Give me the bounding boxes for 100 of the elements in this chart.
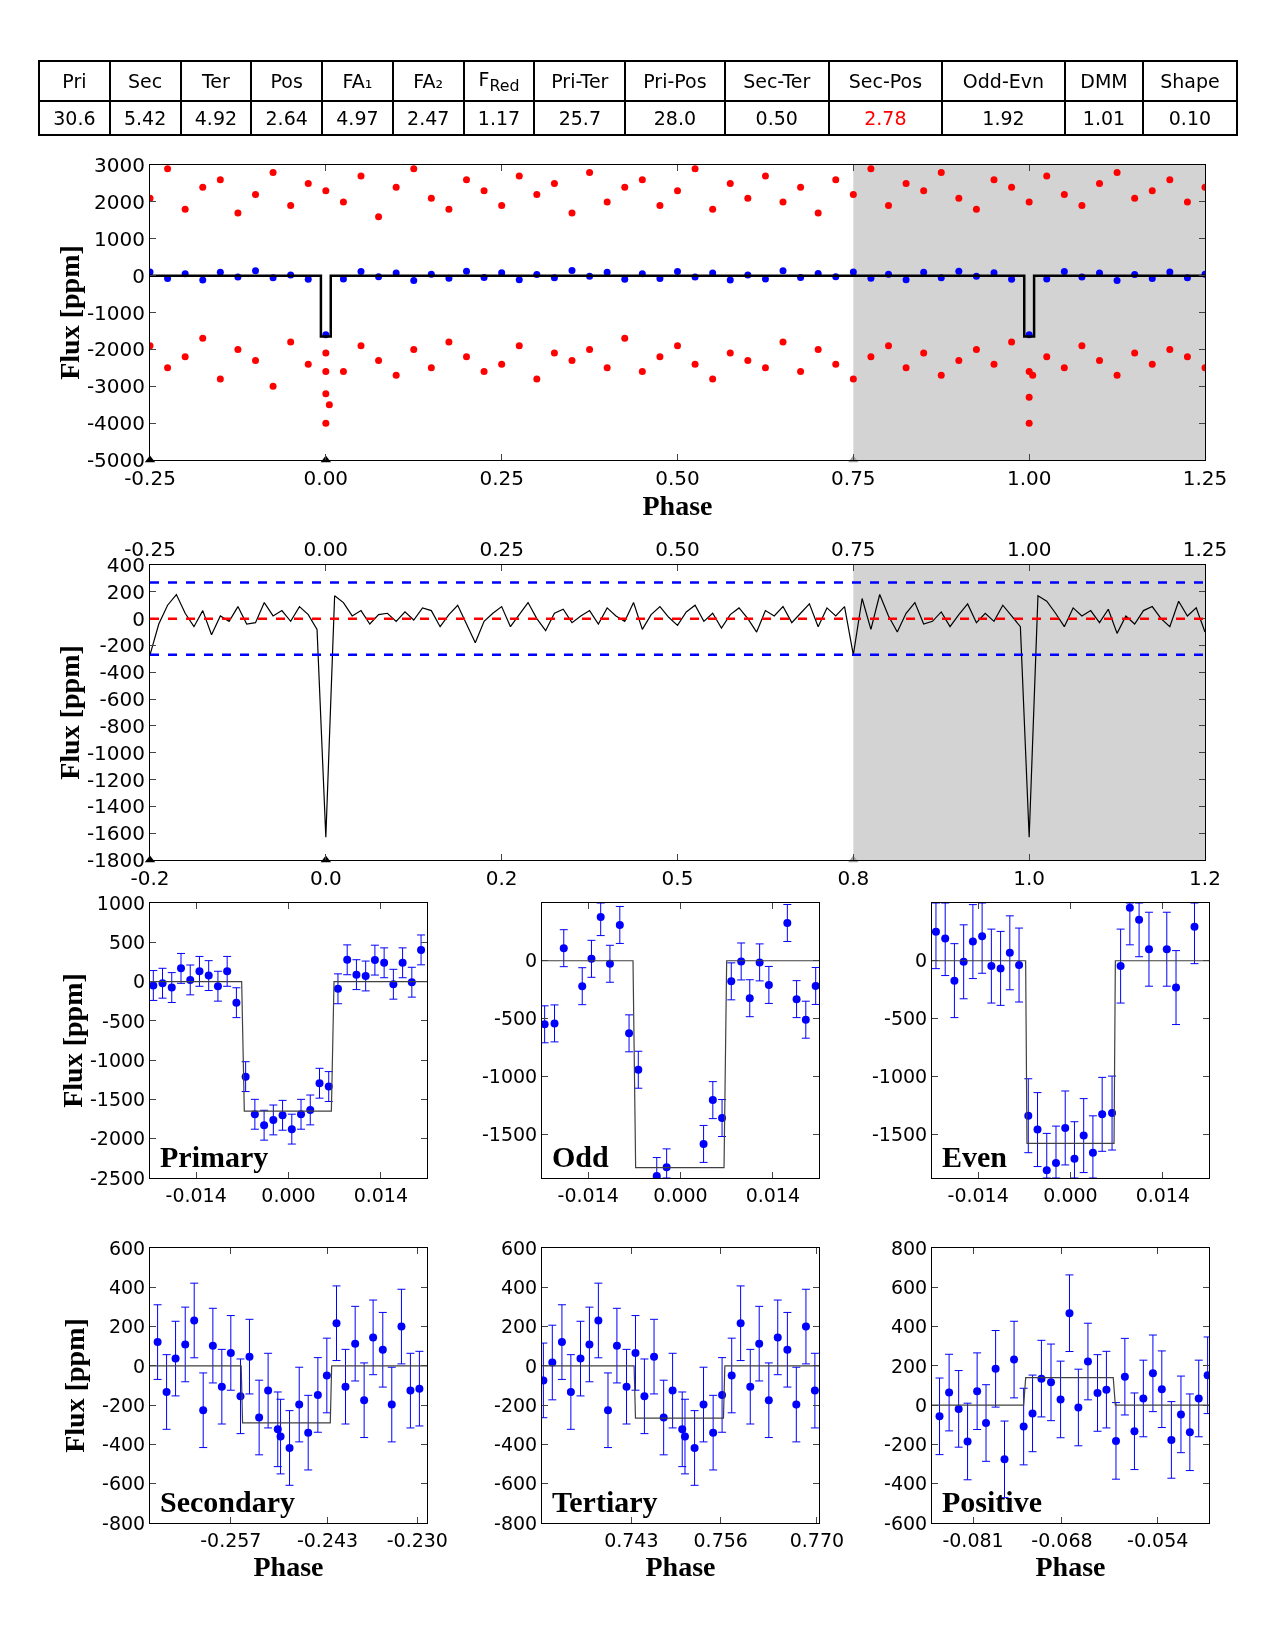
point [315,1079,324,1088]
point [1056,1395,1065,1404]
point [708,1096,717,1105]
x-tick-label: -0.068 [1031,1528,1093,1551]
point [167,983,176,992]
x-tick-label: 1.00 [1006,466,1052,490]
x-tick-label: 0.50 [655,466,700,490]
category-label: FA₂ [392,61,464,101]
x-tick-label: 0.8 [837,866,870,890]
point [1130,1427,1139,1436]
category-label: Pri-Ter [534,61,626,101]
y-tick-label: -1000 [89,1048,146,1071]
x2-tick-label: 1.25 [1182,537,1228,561]
x-tick-label: -0.257 [200,1528,262,1551]
point [982,1419,991,1428]
point [1162,945,1171,954]
point [204,971,213,980]
text: 1.17 [477,106,521,129]
point [153,1338,162,1347]
y-tick-label: 0 [132,606,145,631]
point [1047,1378,1056,1387]
point [1074,1403,1083,1412]
point [699,1400,708,1409]
point [226,1348,235,1357]
x2-tick-label: 0.00 [303,537,349,561]
point [332,1319,341,1328]
point [406,1386,415,1395]
point [1019,1422,1028,1431]
point [269,1115,278,1124]
point [1015,961,1024,970]
point [954,1404,963,1413]
y-tick-label: 0 [915,1393,928,1416]
point [171,1354,180,1363]
y-tick-label: 400 [500,1275,538,1298]
point [370,956,379,965]
y-tick-label: 200 [106,579,145,604]
point [313,1390,322,1399]
category-label: Pri [39,61,110,101]
point [361,971,370,980]
text: 2.78 [864,106,907,129]
y-tick-label: -2000 [89,1127,146,1150]
y-tick-label: 0 [133,970,146,993]
point [1065,1309,1074,1318]
point [208,1341,217,1350]
point [668,1386,677,1395]
x-tick-label: 0.0 [309,866,342,890]
x-tick-label: 0.00 [303,466,349,490]
y-tick-label: -600 [494,1472,538,1495]
y-tick-label: -1000 [86,300,145,325]
y-tick-label: 3000 [94,153,145,177]
annotation: Odd [552,1140,610,1173]
point [417,945,426,954]
annotation: Positive [942,1485,1042,1518]
x-tick-label: 0.000 [653,1183,708,1206]
point [1135,915,1144,924]
point [603,1406,612,1415]
point [932,927,940,936]
y-axis-title: Flux [ppm] [53,245,85,380]
y-tick-label: 600 [500,1236,538,1259]
point [690,1443,699,1452]
y-tick-label: -800 [102,1511,146,1534]
y-tick-label: 0 [525,1354,538,1377]
category-label: Ter [180,61,252,101]
point [1083,1357,1092,1366]
annotation: Secondary [160,1485,295,1518]
x-axis-title: Phase [1035,1550,1106,1582]
point [578,982,587,991]
point [217,1382,226,1391]
y-tick-label: -1600 [86,821,145,846]
y-axis-title: Flux [ppm] [56,973,88,1108]
point [1190,922,1199,931]
annotation: Even [942,1140,1008,1173]
point [264,1386,273,1395]
y-tick-label: 2000 [94,189,145,214]
x-tick-label: 0.000 [261,1183,316,1206]
y-tick-label: -2000 [86,337,145,362]
point [1111,1436,1120,1445]
point [783,1345,792,1354]
point [950,976,959,985]
point [968,937,977,946]
point [792,1400,801,1409]
x-tick-label: 0.2 [485,866,518,890]
x-tick-label: 0.014 [353,1183,409,1206]
point [181,1340,190,1349]
point [255,1413,264,1422]
point [276,1432,285,1441]
point [1167,1435,1176,1444]
point [1098,1110,1107,1119]
y-tick-label: -1500 [481,1122,538,1145]
x-tick-label: 0.756 [693,1528,748,1551]
point [566,1387,575,1396]
point [631,1348,640,1357]
y-tick-label: 200 [890,1354,928,1377]
y-tick-label: -1400 [86,794,145,819]
point [1005,948,1014,957]
point [811,981,819,990]
y-tick-label: -800 [494,1511,538,1534]
y-tick-label: 200 [108,1315,146,1338]
y-tick-label: -1200 [86,767,145,792]
point [559,944,568,953]
